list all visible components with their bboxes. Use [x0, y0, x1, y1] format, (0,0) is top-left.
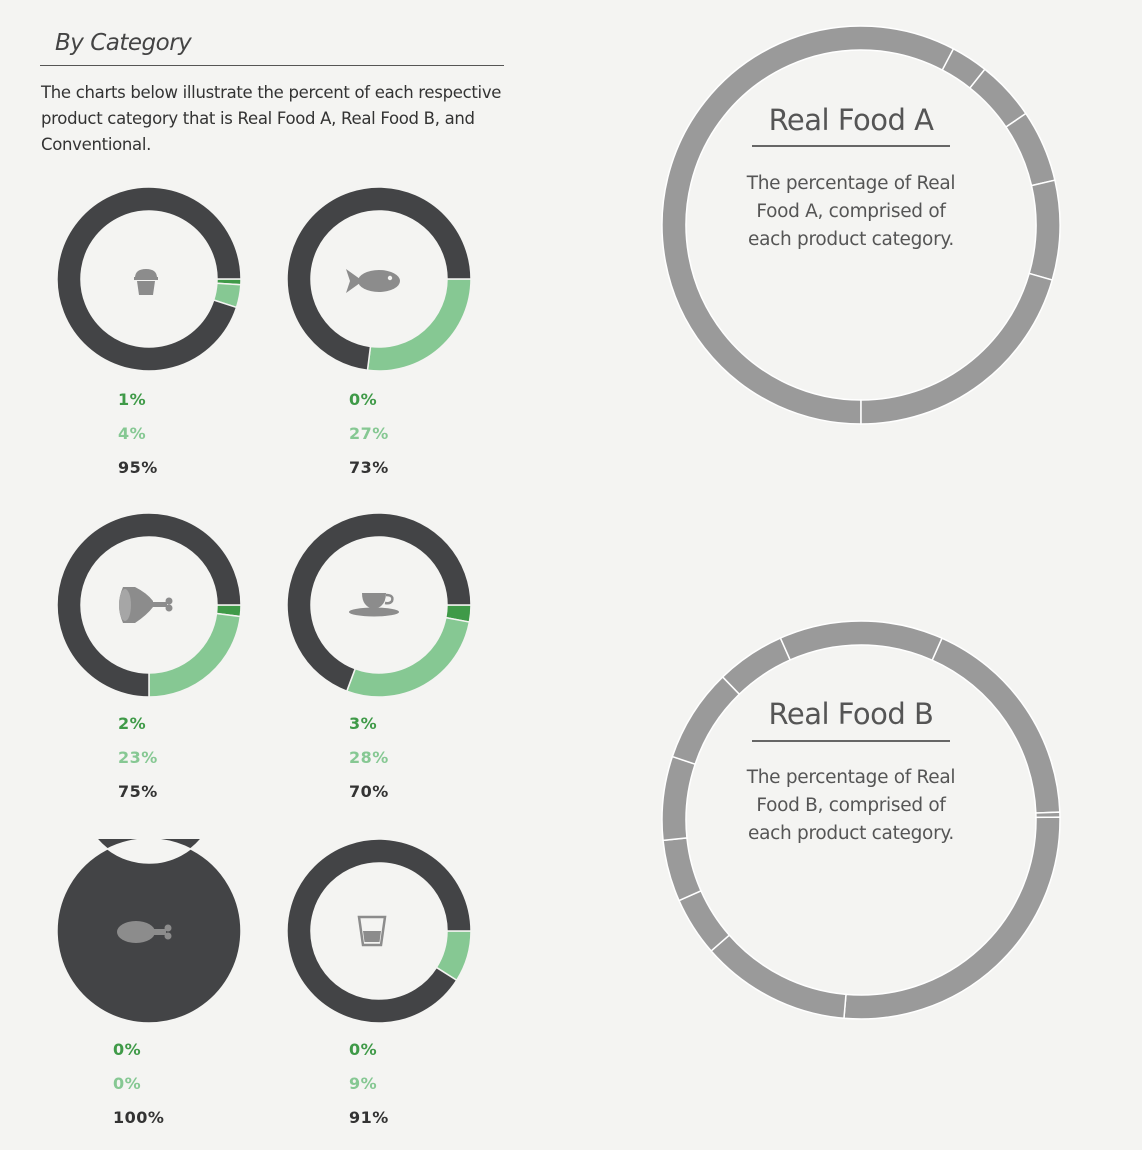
chart-real-food-b [661, 620, 1061, 1020]
pct-dairy-b: 9% [349, 1074, 378, 1093]
ring-a-segment [860, 272, 1054, 425]
pct-dairy-a: 0% [349, 1040, 378, 1059]
section-title: By Category [55, 30, 192, 56]
ring-a-segment [1004, 112, 1056, 187]
slice-conventional [287, 187, 471, 371]
pct-meat-c: 75% [118, 782, 158, 801]
ring-b-segment [662, 837, 702, 902]
pct-meat-a: 2% [118, 714, 147, 733]
pct-poultry-b: 0% [113, 1074, 142, 1093]
slice-conventional [57, 513, 241, 697]
slice-conventional [57, 187, 241, 371]
pct-bakery-c: 95% [118, 458, 158, 477]
pct-beverage-c: 70% [349, 782, 389, 801]
slice-conventional [287, 513, 471, 693]
pct-meat-b: 23% [118, 748, 158, 767]
donut-bakery [57, 187, 241, 371]
real-food-b-title: Real Food B [768, 697, 934, 731]
chart-bakery [57, 187, 241, 371]
slice-real-food-b [148, 612, 241, 697]
real-food-a-description: The percentage of Real Food A, comprised… [746, 173, 956, 250]
pct-bakery-a: 1% [118, 390, 147, 409]
ring-real-food-b [661, 620, 1061, 1020]
pct-bakery-b: 4% [118, 424, 147, 443]
real-food-a-title: Real Food A [768, 103, 934, 137]
ring-b-segment [661, 755, 697, 842]
real-food-a-rule [752, 145, 950, 147]
donut-seafood [287, 187, 471, 371]
chart-poultry [57, 839, 241, 1023]
pct-beverage-a: 3% [349, 714, 378, 733]
ring-b-segment [678, 889, 731, 953]
ring-b-segment [671, 675, 741, 766]
intro-text: The charts below illustrate the percent … [41, 83, 502, 154]
chart-beverage [287, 513, 471, 697]
chart-meat [57, 513, 241, 697]
ring-a-segment [1028, 179, 1061, 281]
donut-beverage [287, 513, 471, 697]
ring-b-segment [721, 637, 792, 696]
ring-b-segment [710, 934, 847, 1020]
pct-dairy-c: 91% [349, 1108, 389, 1127]
real-food-b-rule [752, 740, 950, 742]
donut-dairy [287, 839, 471, 1023]
chart-dairy [287, 839, 471, 1023]
real-food-b-description: The percentage of Real Food B, comprised… [746, 767, 956, 844]
pct-beverage-b: 28% [349, 748, 389, 767]
pct-seafood-a: 0% [349, 390, 378, 409]
title-rule [40, 65, 504, 66]
donut-meat [57, 513, 241, 697]
pct-seafood-b: 27% [349, 424, 389, 443]
ring-real-food-a [661, 25, 1061, 425]
slice-conventional [287, 839, 471, 1023]
pct-poultry-c: 100% [113, 1108, 165, 1127]
pct-seafood-c: 73% [349, 458, 389, 477]
pct-poultry-a: 0% [113, 1040, 142, 1059]
ring-b-segment [779, 620, 943, 662]
chart-seafood [287, 187, 471, 371]
chart-real-food-a [661, 25, 1061, 425]
slice-real-food-b [345, 616, 471, 697]
